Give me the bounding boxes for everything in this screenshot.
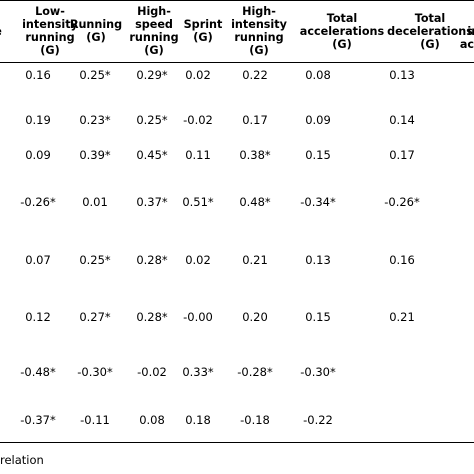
- table-cell: -0.37*: [20, 413, 56, 427]
- table-cell: 0.09: [305, 113, 331, 127]
- table-cell: 0.02: [185, 253, 211, 267]
- table-footnote: relation: [0, 453, 44, 467]
- table-cell: 0.17: [389, 148, 415, 162]
- header-cell: int accel: [459, 24, 474, 51]
- table-cell: -0.30*: [300, 365, 336, 379]
- table-cell: -0.26*: [384, 195, 420, 209]
- table-cell: 0.51*: [182, 195, 214, 209]
- table-cell: 0.28*: [136, 253, 168, 267]
- table-cell: [461, 112, 474, 128]
- header-cell: High- intensity running (G): [231, 5, 287, 57]
- header-cell: Total accelerations (G): [299, 11, 385, 51]
- table-cell: 0.25*: [79, 68, 111, 82]
- table-cell: 0.11: [185, 148, 211, 162]
- table-top-rule: [0, 0, 474, 1]
- table-cell: [357, 364, 447, 380]
- header-cell: Running (G): [69, 18, 123, 44]
- table-cell: 0.45*: [136, 148, 168, 162]
- table-cell: 0.15: [305, 310, 331, 324]
- table-cell: 0.12: [25, 310, 51, 324]
- table-bottom-rule: [0, 442, 474, 443]
- header-cell: e: [0, 2, 8, 60]
- table-cell: 0.37*: [136, 195, 168, 209]
- table-cell: [461, 252, 474, 268]
- table-cell: 0.27*: [79, 310, 111, 324]
- table-cell: 0.15: [305, 148, 331, 162]
- table-cell: 0.17: [242, 113, 268, 127]
- table-cell: 0.13: [389, 68, 415, 82]
- table-cell: 0.23*: [79, 113, 111, 127]
- table-cell: -0.22: [303, 413, 333, 427]
- table-cell: 0.29*: [136, 68, 168, 82]
- table-cell: [461, 412, 474, 428]
- header-cell: High- speed running (G): [129, 5, 179, 57]
- table-cell: 0.21: [389, 310, 415, 324]
- table-cell: 0.19: [25, 113, 51, 127]
- table-cell: 0.09: [25, 148, 51, 162]
- table-cell: [461, 147, 474, 163]
- table-cell: 0.38*: [239, 148, 271, 162]
- table-cell: -0.18: [240, 413, 270, 427]
- table-cell: 0.18: [185, 413, 211, 427]
- table-cell: 0.25*: [79, 253, 111, 267]
- table-cell: -0.48*: [20, 365, 56, 379]
- table-cell: -0.26*: [20, 195, 56, 209]
- table-cell: 0.02: [185, 68, 211, 82]
- table-cell: 0.39*: [79, 148, 111, 162]
- table-cell: 0.16: [389, 253, 415, 267]
- table-cell: 0.16: [25, 68, 51, 82]
- table-cell: 0.07: [25, 253, 51, 267]
- table-cell: -0.30*: [77, 365, 113, 379]
- table-cell: 0.21: [242, 253, 268, 267]
- table-cell: 0.28*: [136, 310, 168, 324]
- table-cell: 0.14: [389, 113, 415, 127]
- table-cell: 0.48*: [239, 195, 271, 209]
- table-cell: -0.00: [183, 310, 213, 324]
- table-cell: [461, 67, 474, 83]
- table-cell: -0.28*: [237, 365, 273, 379]
- table-cell: [461, 309, 474, 325]
- table-cell: -0.11: [80, 413, 110, 427]
- table-cell: 0.22: [242, 68, 268, 82]
- table-cell: 0.20: [242, 310, 268, 324]
- table-cell: -: [461, 194, 474, 210]
- table-cell: 0.08: [139, 413, 165, 427]
- table-cell: 0.13: [305, 253, 331, 267]
- table-cell: 0.08: [305, 68, 331, 82]
- header-cell: Low- intensity running (G): [22, 5, 78, 57]
- table-cell: -0.02: [137, 365, 167, 379]
- header-bottom-rule: [0, 62, 474, 63]
- table-cell: 0.25*: [136, 113, 168, 127]
- table-cell: -0.34*: [300, 195, 336, 209]
- table-cell: 0.01: [82, 195, 108, 209]
- header-cell: Sprint (G): [183, 18, 223, 44]
- table-cell: [461, 364, 474, 380]
- header-cell: Total decelerations (G): [387, 11, 473, 51]
- table-cell: [357, 412, 447, 428]
- table-cell: 0.33*: [182, 365, 214, 379]
- table-cell: -0.02: [183, 113, 213, 127]
